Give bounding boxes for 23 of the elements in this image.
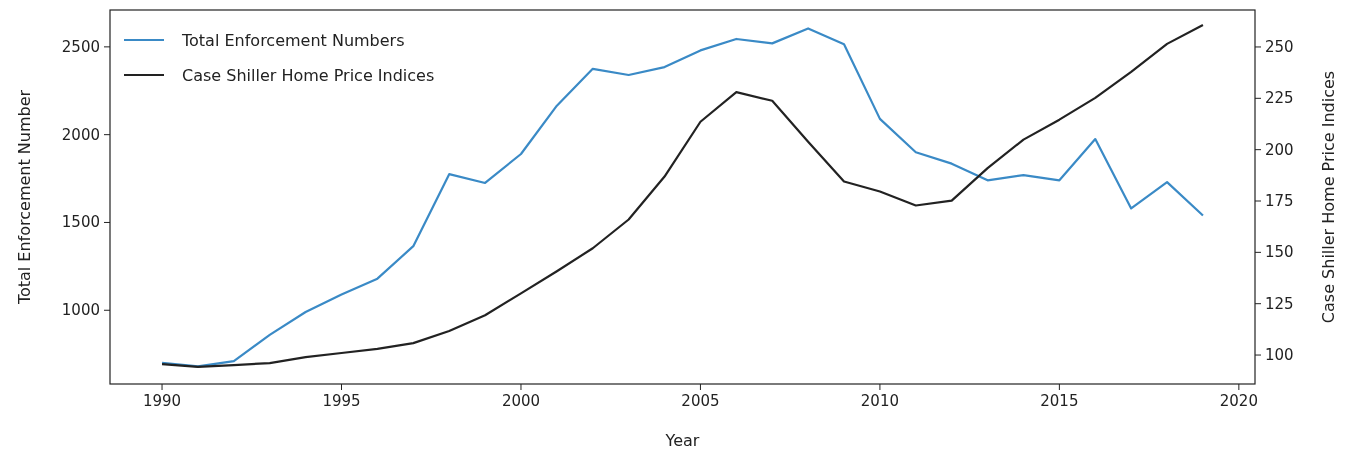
- x-tick-label: 2005: [681, 392, 720, 410]
- y-tick-label: 2500: [61, 37, 100, 56]
- legend-label: Total Enforcement Numbers: [181, 31, 405, 50]
- x-tick-label: 1995: [322, 392, 361, 410]
- y2-tick-label: 150: [1265, 243, 1294, 262]
- x-tick-label: 1990: [142, 392, 182, 410]
- y2-axis-title: Case Shiller Home Price Indices: [1319, 70, 1338, 324]
- legend-label: Case Shiller Home Price Indices: [182, 66, 435, 85]
- x-tick-label: 2015: [1040, 392, 1079, 410]
- x-axis-title: Year: [664, 431, 700, 450]
- y2-tick-label: 200: [1265, 140, 1294, 159]
- y2-tick-label: 125: [1265, 294, 1294, 313]
- y-tick-label: 1000: [61, 301, 100, 320]
- x-tick-label: 2010: [860, 392, 900, 410]
- y-tick-label: 2000: [61, 125, 100, 144]
- x-tick-label: 2000: [501, 392, 541, 410]
- y2-tick-label: 100: [1265, 346, 1294, 365]
- y-axis-title: Total Enforcement Number: [15, 89, 34, 306]
- y-tick-label: 1500: [61, 213, 100, 232]
- y2-tick-label: 225: [1265, 89, 1294, 108]
- y2-tick-label: 250: [1265, 37, 1294, 56]
- y2-tick-label: 175: [1265, 192, 1294, 210]
- x-tick-label: 2020: [1219, 392, 1258, 410]
